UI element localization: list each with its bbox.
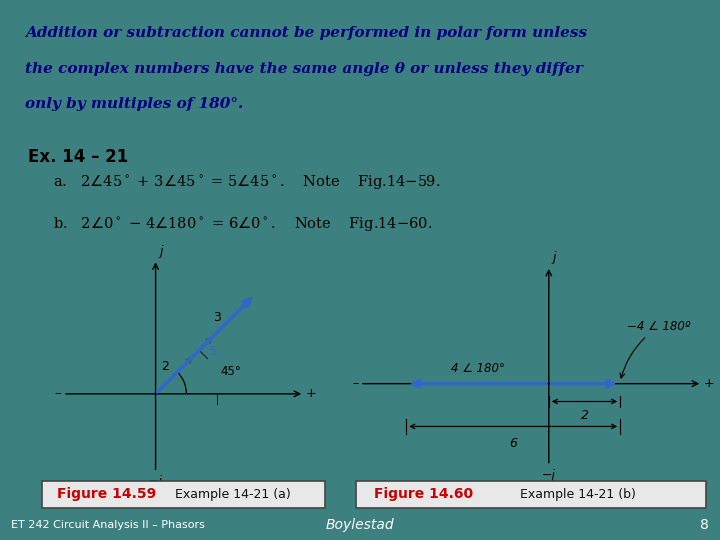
- Text: j: j: [552, 251, 556, 264]
- Text: b.   2$\angle$0$^\circ$ $-$ 4$\angle$180$^\circ$ = 6$\angle$0$^\circ$.    Note  : b. 2$\angle$0$^\circ$ $-$ 4$\angle$180$^…: [53, 216, 432, 234]
- Text: j: j: [159, 245, 163, 258]
- Text: 3: 3: [214, 310, 222, 323]
- Text: 2: 2: [161, 361, 169, 374]
- Text: 45°: 45°: [220, 365, 240, 378]
- Text: Addition or subtraction cannot be performed in polar form unless: Addition or subtraction cannot be perfor…: [24, 26, 587, 40]
- Text: Ex. 14 – 21: Ex. 14 – 21: [28, 148, 128, 166]
- Text: −4 ∠ 180º: −4 ∠ 180º: [620, 320, 690, 378]
- Text: Figure 14.59: Figure 14.59: [57, 488, 156, 501]
- Text: ET 242 Circuit Analysis II – Phasors: ET 242 Circuit Analysis II – Phasors: [11, 519, 204, 530]
- Text: Example 14-21 (a): Example 14-21 (a): [175, 488, 291, 501]
- Text: –: –: [352, 377, 358, 390]
- Text: −j: −j: [148, 475, 163, 488]
- FancyBboxPatch shape: [42, 481, 325, 508]
- Text: a.   2$\angle$45$^\circ$ + 3$\angle$45$^\circ$ = 5$\angle$45$^\circ$.    Note   : a. 2$\angle$45$^\circ$ + 3$\angle$45$^\c…: [53, 174, 440, 192]
- Text: –: –: [54, 387, 60, 400]
- Text: 6: 6: [509, 437, 517, 450]
- Text: −j: −j: [542, 469, 556, 482]
- Text: only by multiples of 180°.: only by multiples of 180°.: [24, 97, 243, 111]
- Text: the complex numbers have the same angle θ or unless they differ: the complex numbers have the same angle …: [24, 62, 582, 76]
- Text: +: +: [305, 387, 316, 400]
- FancyBboxPatch shape: [356, 481, 706, 508]
- Text: Boylestad: Boylestad: [325, 518, 395, 531]
- Text: Figure 14.60: Figure 14.60: [374, 488, 473, 501]
- Text: 5: 5: [209, 345, 217, 358]
- Text: +: +: [704, 377, 714, 390]
- Text: 8: 8: [701, 518, 709, 531]
- Text: 2: 2: [580, 409, 588, 422]
- Text: Example 14-21 (b): Example 14-21 (b): [521, 488, 636, 501]
- Text: 4 ∠ 180°: 4 ∠ 180°: [451, 362, 505, 375]
